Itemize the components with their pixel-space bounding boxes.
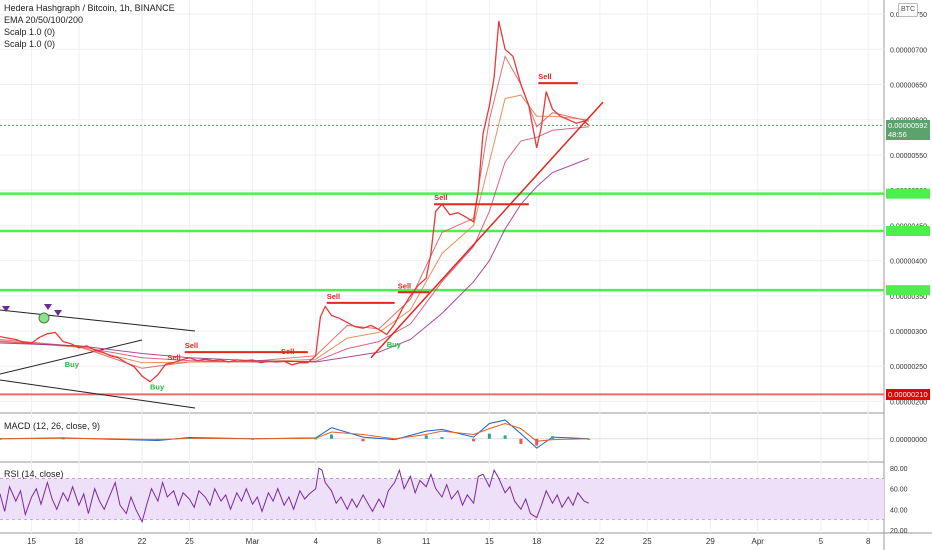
sell-signal-label: Sell <box>538 72 551 81</box>
red-level-tag: 0.00000210 <box>886 389 930 401</box>
rsi-line <box>0 467 590 524</box>
y-tick-label: 0.00000650 <box>890 83 927 90</box>
current-price-value: 0.00000592 <box>888 121 928 131</box>
macd-histogram-bar <box>251 438 255 440</box>
macd-label[interactable]: MACD (12, 26, close, 9) <box>4 421 101 431</box>
macd-histogram-bar <box>440 437 444 439</box>
rsi-y-tick: 60.00 <box>890 487 908 494</box>
currency-button[interactable]: BTC <box>898 3 918 17</box>
sell-signal-label: Sell <box>398 281 411 290</box>
x-tick-label: 22 <box>138 537 147 546</box>
symbol-title: Hedera Hashgraph / Bitcoin, 1h, BINANCE <box>4 3 175 13</box>
signal-circle-icon <box>38 312 50 324</box>
wedge-line-upper <box>0 309 196 332</box>
macd-histogram-bar <box>519 438 523 444</box>
x-tick-label: 18 <box>532 537 541 546</box>
scalp-indicator-label-1[interactable]: Scalp 1.0 (0) <box>4 27 56 37</box>
sell-signal-label: Sell <box>327 292 340 301</box>
x-tick-label: 25 <box>185 537 194 546</box>
ema-line <box>0 94 589 364</box>
macd-histogram-bar <box>109 438 112 440</box>
macd-histogram-bar <box>0 438 2 440</box>
macd-histogram-bar <box>587 438 591 440</box>
x-tick-label: 4 <box>313 537 318 546</box>
candle-countdown: 48:56 <box>888 130 907 140</box>
buy-signal-label: Buy <box>387 340 402 349</box>
y-tick-label: 0.00000400 <box>890 259 927 266</box>
scalp-indicator-label-2[interactable]: Scalp 1.0 (0) <box>4 39 56 49</box>
macd-histogram-bar <box>393 438 397 440</box>
x-tick-label: 11 <box>422 537 431 546</box>
x-tick-label: 29 <box>706 537 715 546</box>
wedge-line-mid <box>0 339 143 375</box>
y-tick-label: 0.00000300 <box>890 329 927 336</box>
ema-line <box>0 126 589 363</box>
ema-line <box>0 158 589 363</box>
x-tick-label: 15 <box>27 537 36 546</box>
macd-histogram-bar <box>187 437 191 439</box>
ascending-trendline <box>370 101 604 359</box>
ema-line <box>0 54 589 369</box>
buy-signal-label: Buy <box>65 360 80 369</box>
support-level-tag <box>886 188 930 199</box>
down-arrow-icon <box>44 304 52 310</box>
y-tick-label: 0.00000700 <box>890 47 927 54</box>
wedge-line-lower <box>0 379 196 409</box>
rsi-y-tick: 40.00 <box>890 507 908 514</box>
sell-signal-label: Sell <box>434 193 447 202</box>
macd-histogram-bar <box>424 435 428 439</box>
y-tick-label: 0.00000250 <box>890 364 927 371</box>
buy-signal-label: Buy <box>150 382 165 391</box>
x-tick-label: 15 <box>485 537 494 546</box>
rsi-y-tick: 80.00 <box>890 466 908 473</box>
current-price-tag: 0.00000592 48:56 <box>886 120 930 141</box>
macd-histogram-bar <box>503 435 507 439</box>
x-tick-label: 5 <box>819 537 824 546</box>
down-arrow-icon <box>2 306 10 312</box>
red-level-value: 0.00000210 <box>888 390 928 400</box>
macd-histogram-bar <box>314 438 318 440</box>
x-tick-label: Mar <box>246 537 260 546</box>
sell-signal-label: Sell <box>185 341 198 350</box>
macd-histogram-bar <box>551 436 554 439</box>
macd-histogram-bar <box>330 434 333 439</box>
macd-histogram-bar <box>61 438 65 440</box>
y-tick-label: 0.00000550 <box>890 153 927 160</box>
macd-histogram-bar <box>487 433 491 439</box>
x-tick-label: 25 <box>643 537 652 546</box>
macd-histogram-bar <box>535 438 539 446</box>
x-tick-label: 8 <box>377 537 382 546</box>
macd-histogram-bar <box>472 438 476 442</box>
down-arrow-icon <box>54 310 62 316</box>
ema-indicator-label[interactable]: EMA 20/50/100/200 <box>4 15 84 25</box>
x-tick-label: Apr <box>751 537 764 546</box>
sell-signal-label: Sell <box>281 347 294 356</box>
rsi-label[interactable]: RSI (14, close) <box>4 469 64 479</box>
support-level-tag <box>886 226 930 237</box>
x-tick-label: 22 <box>595 537 604 546</box>
macd-y-tick: 0.00000000 <box>890 437 927 444</box>
x-tick-label: 8 <box>866 537 871 546</box>
y-tick-label: 0.00000350 <box>890 294 927 301</box>
rsi-y-tick: 20.00 <box>890 528 908 535</box>
rsi-band <box>0 478 884 520</box>
sell-signal-label: Sell <box>167 353 180 362</box>
x-tick-label: 18 <box>74 537 83 546</box>
macd-histogram-bar <box>156 438 160 440</box>
support-level-tag <box>886 285 930 296</box>
price-line <box>0 20 590 383</box>
y-tick-label: 0.00000200 <box>890 399 927 406</box>
macd-histogram-bar <box>361 438 365 442</box>
